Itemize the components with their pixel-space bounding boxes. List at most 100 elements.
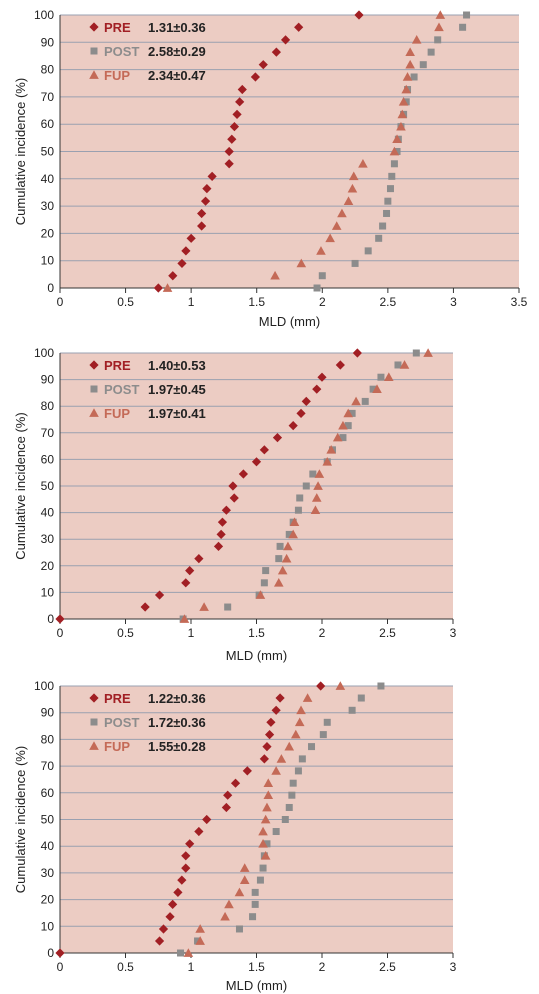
data-point-fup (294, 717, 305, 727)
legend-series-stat: 2.34±0.47 (148, 68, 206, 83)
data-point-fup (332, 432, 343, 442)
data-point-post (294, 506, 302, 514)
y-tick-label: 20 (41, 226, 55, 240)
data-point-pre (251, 457, 262, 467)
y-tick-label: 30 (41, 199, 55, 213)
y-tick-label: 70 (41, 90, 55, 104)
scatter-chart-svg: 0 10 20 30 40 50 60 70 80 90 100 0 0.5 1 1.5 2 2.5 3 MLD (… (13, 346, 457, 663)
data-point-fup (384, 372, 394, 382)
y-tick-label: 50 (41, 813, 55, 827)
data-point-pre (301, 396, 311, 407)
legend-marker-square-icon (90, 47, 98, 55)
y-tick-label: 80 (41, 399, 55, 413)
data-point-post (369, 385, 377, 393)
data-point-post (313, 284, 321, 292)
data-point-post (285, 803, 293, 811)
data-point-pre (177, 258, 187, 269)
data-point-post (394, 361, 402, 369)
data-point-fup (331, 221, 342, 230)
data-point-fup (351, 396, 361, 406)
x-tick-label: 2.5 (379, 960, 396, 974)
x-tick-label: 1.5 (248, 960, 265, 974)
data-point-post (463, 11, 471, 19)
data-point-fup (284, 741, 295, 751)
data-point-post (348, 706, 356, 714)
data-point-post (263, 840, 271, 848)
data-point-pre (165, 912, 175, 922)
data-point-pre (280, 35, 291, 45)
legend-marker-diamond-icon (89, 22, 99, 32)
data-point-pre (140, 602, 150, 612)
legend-series-name: POST (104, 382, 139, 397)
data-point-pre (55, 614, 65, 624)
data-point-post (339, 434, 347, 442)
data-point-pre (335, 360, 345, 370)
legend-series-stat: 1.40±0.53 (148, 358, 206, 373)
data-point-pre (316, 681, 326, 691)
data-point-fup (398, 97, 409, 106)
x-tick-label: 2.5 (379, 626, 396, 640)
data-point-fup (311, 493, 322, 502)
data-point-pre (181, 851, 191, 861)
data-point-fup (347, 183, 358, 193)
data-point-fup (434, 22, 444, 32)
x-tick-label: 0 (57, 960, 64, 974)
legend-series-stat: 1.72±0.36 (148, 715, 206, 730)
data-point-fup (199, 602, 209, 611)
data-point-post (177, 949, 185, 957)
data-point-fup (288, 529, 298, 539)
data-point-post (434, 36, 442, 44)
x-tick-label: 0.5 (117, 626, 134, 640)
x-axis-title: MLD (mm) (259, 314, 320, 329)
data-point-fup (358, 158, 368, 168)
data-point-fup (310, 505, 321, 515)
y-tick-label: 0 (47, 946, 54, 960)
legend-entry-post: POST 2.58±0.29 (90, 44, 206, 59)
data-point-pre (181, 246, 191, 256)
legend-marker-diamond-icon (89, 360, 99, 370)
y-tick-label: 50 (41, 479, 55, 493)
data-point-post (302, 482, 310, 490)
data-point-post (288, 791, 296, 799)
data-point-post (298, 755, 306, 763)
data-point-fup (399, 360, 410, 369)
data-point-pre (229, 122, 240, 132)
data-point-post (275, 555, 283, 563)
y-tick-label: 40 (41, 506, 55, 520)
data-point-pre (158, 924, 169, 934)
x-tick-label: 1 (188, 295, 195, 309)
data-point-pre (296, 408, 306, 418)
legend-entry-pre: PRE 1.22±0.36 (89, 691, 206, 706)
data-point-pre (250, 72, 261, 82)
legend-series-stat: 1.55±0.28 (148, 739, 206, 754)
y-tick-label: 100 (34, 679, 54, 693)
data-point-fup (322, 456, 333, 466)
data-point-pre (259, 754, 269, 764)
data-point-post (262, 567, 270, 575)
data-point-fup (302, 693, 313, 702)
data-point-post (379, 222, 387, 230)
legend-series-stat: 2.58±0.29 (148, 44, 206, 59)
data-point-fup (411, 35, 422, 44)
y-tick-label: 20 (41, 893, 55, 907)
data-point-post (294, 767, 302, 775)
data-point-pre (271, 705, 281, 715)
data-point-fup (316, 246, 326, 255)
data-point-fup (239, 863, 250, 872)
data-point-post (419, 61, 427, 69)
y-tick-label: 60 (41, 786, 55, 800)
y-tick-label: 50 (41, 145, 55, 159)
y-tick-label: 60 (41, 117, 55, 131)
data-point-post (296, 494, 304, 502)
data-point-fup (179, 614, 190, 623)
data-point-fup (335, 681, 346, 690)
data-point-pre (154, 936, 165, 946)
x-tick-label: 0 (57, 295, 64, 309)
data-point-pre (194, 826, 204, 837)
data-point-pre (242, 766, 252, 776)
legend-entry-pre: PRE 1.31±0.36 (89, 20, 206, 35)
y-tick-label: 20 (41, 559, 55, 573)
x-tick-label: 2 (319, 295, 326, 309)
data-point-fup (405, 47, 415, 56)
data-point-post (272, 828, 280, 836)
